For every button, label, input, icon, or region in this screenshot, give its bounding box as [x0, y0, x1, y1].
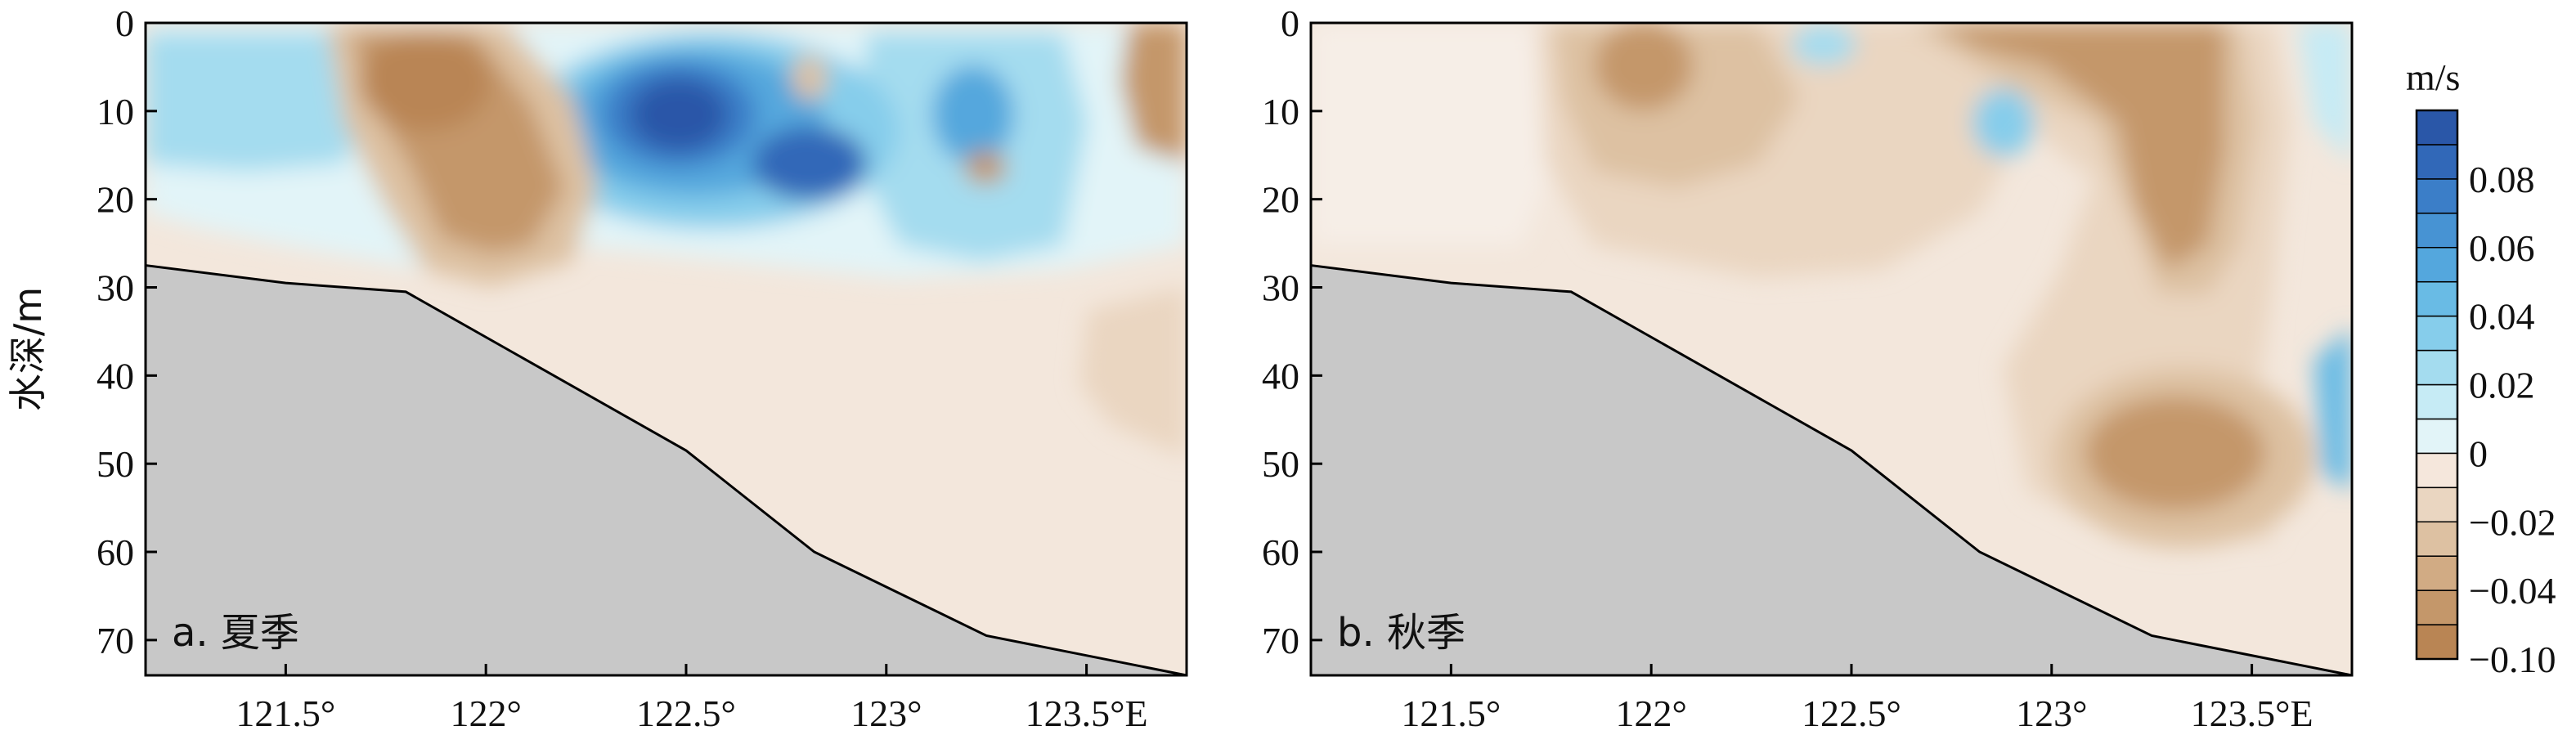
colorbar-swatch [2416, 110, 2458, 146]
colorbar-swatch [2416, 247, 2458, 283]
x-tick-label: 122.5° [1802, 692, 1901, 734]
colorbar-tick-label: 0.08 [2469, 159, 2535, 200]
panel-a-frame [144, 21, 1188, 677]
panel-b-field-deep-core [2085, 397, 2265, 511]
colorbar-tick-label: −0.04 [2469, 570, 2556, 612]
panel-b-field-ridge-core [1930, 23, 2224, 270]
colorbar-tick-label: 0 [2469, 433, 2488, 474]
panel-b-field-blue-top [1791, 25, 1856, 65]
colorbar-swatch [2416, 213, 2458, 249]
panel-b-field-blue-small [1972, 88, 2035, 157]
colorbar-swatches [2415, 109, 2459, 661]
y-axis-title: 水深/m [6, 287, 50, 411]
panel-b-frame [1309, 21, 2354, 677]
y-tick-label: 60 [96, 531, 134, 573]
colorbar-swatch [2416, 144, 2458, 180]
panel-a-field-cyan [146, 33, 376, 172]
y-tick-label: 0 [115, 2, 134, 44]
panel-a-field-blue-right [932, 65, 1014, 164]
panel-a-label: a. 夏季 [172, 610, 299, 656]
panel-a-field-brown-small-2 [792, 55, 828, 101]
panel-a-field-brown-small-1 [964, 151, 1007, 184]
colorbar-swatch [2416, 418, 2458, 455]
panel-a-x-ticks: 121.5° 122° 122.5° 123° 123.5°E [236, 664, 1148, 734]
panel-a-field-blue-secondary [752, 127, 867, 200]
panel-a-field-brown-core [360, 33, 491, 131]
y-tick-label: 60 [1262, 531, 1299, 573]
panel-b-field-upper-core [1595, 23, 1693, 110]
panel-b-x-ticks: 121.5° 122° 122.5° 123° 123.5°E [1401, 664, 2313, 734]
panel-b-field [1311, 23, 2352, 548]
panel-a: 121.5° 122° 122.5° 123° 123.5°E 0 10 20 30 40 50 6… [6, 2, 1188, 734]
y-tick-label: 50 [96, 443, 134, 485]
x-tick-label: 123° [2016, 692, 2087, 734]
x-tick-label: 122.5° [636, 692, 736, 734]
colorbar-tick-label: 0.06 [2469, 227, 2535, 269]
panel-a-field-brown-right-edge [1120, 23, 1187, 164]
y-tick-label: 30 [1262, 267, 1299, 309]
y-tick-label: 40 [1262, 355, 1299, 397]
x-tick-label: 123.5°E [2191, 692, 2313, 734]
colorbar-title: m/s [2406, 56, 2460, 98]
y-tick-label: 70 [96, 620, 134, 661]
x-tick-label: 121.5° [1401, 692, 1501, 734]
panel-b-field-left-pale [1311, 23, 1554, 245]
y-tick-label: 20 [96, 179, 134, 221]
x-tick-label: 121.5° [236, 692, 335, 734]
colorbar-swatch [2416, 555, 2458, 591]
colorbar-swatch [2416, 315, 2458, 352]
y-tick-label: 50 [1262, 443, 1299, 485]
x-tick-label: 123.5°E [1025, 692, 1148, 734]
colorbar-swatch [2416, 280, 2458, 317]
colorbar-ticks: 0.08 0.06 0.04 0.02 0 −0.02 −0.04 −0.10 [2469, 159, 2556, 680]
colorbar-swatch [2416, 521, 2458, 557]
colorbar-tick-label: 0.04 [2469, 296, 2535, 338]
colorbar-swatch [2416, 178, 2458, 214]
colorbar-swatch [2416, 589, 2458, 625]
y-tick-label: 10 [1262, 91, 1299, 132]
colorbar-swatch [2416, 349, 2458, 386]
y-tick-label: 30 [96, 267, 134, 309]
y-tick-label: 40 [96, 355, 134, 397]
y-tick-label: 70 [1262, 620, 1299, 661]
y-tick-label: 20 [1262, 179, 1299, 221]
colorbar-tick-label: −0.02 [2469, 501, 2556, 543]
x-tick-label: 123° [850, 692, 922, 734]
panel-a-field-blue-core [630, 78, 728, 151]
colorbar-frame [2415, 109, 2459, 661]
panel-a-field-light-brown-right [1079, 286, 1187, 458]
colorbar-swatch [2416, 383, 2458, 420]
y-tick-label: 10 [96, 91, 134, 132]
colorbar: m/s 0.08 0.06 0.04 0.02 0 −0.02 −0.04 −0.10 [2406, 56, 2556, 680]
colorbar-tick-label: 0.02 [2469, 365, 2535, 406]
panel-a-y-ticks: 0 10 20 30 40 50 60 70 [96, 2, 157, 661]
panel-b-label: b. 秋季 [1337, 610, 1465, 656]
x-tick-label: 122° [1615, 692, 1686, 734]
panel-b-field-cyan-right-top [2298, 23, 2352, 164]
panel-b-y-ticks: 0 10 20 30 40 50 60 70 [1262, 2, 1322, 661]
colorbar-swatch [2416, 486, 2458, 522]
colorbar-swatch [2416, 452, 2458, 489]
x-tick-label: 122° [450, 692, 521, 734]
colorbar-tick-label: −0.10 [2469, 639, 2556, 680]
panel-b-field-blue-right [2314, 327, 2352, 491]
colorbar-swatch [2416, 624, 2458, 660]
panel-a-field [146, 23, 1187, 458]
panel-b: 121.5° 122° 122.5° 123° 123.5°E 0 10 20 30 40 50 6… [1262, 2, 2354, 734]
y-tick-label: 0 [1281, 2, 1299, 44]
